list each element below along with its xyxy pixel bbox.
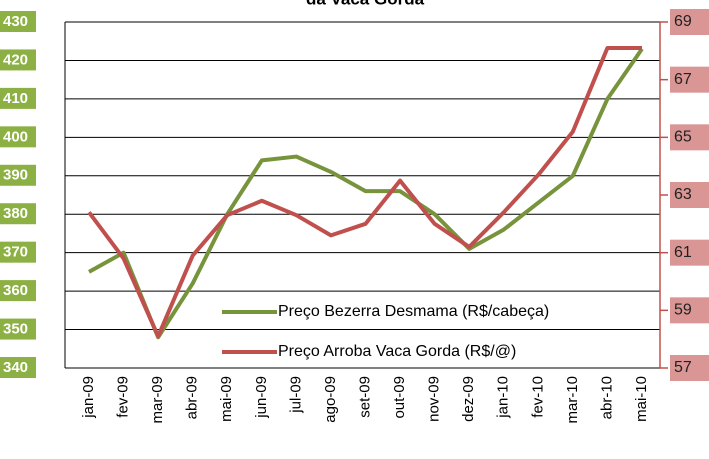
y-tick-label: 390 — [3, 167, 28, 184]
y-tick-box — [0, 11, 36, 32]
y-tick-label: 410 — [3, 90, 28, 107]
y2-tick-box — [670, 9, 709, 35]
legend-label: Preço Arroba Vaca Gorda (R$/@) — [278, 343, 516, 360]
y2-tick-box — [670, 66, 709, 93]
x-tick-label: abr-09 — [184, 376, 201, 419]
x-tick-label: ago-09 — [322, 376, 339, 423]
y-tick-label: 400 — [3, 128, 28, 145]
x-tick-label: dez-09 — [460, 376, 477, 422]
x-tick-label: fev-09 — [115, 376, 132, 418]
x-tick-label: mai-10 — [633, 376, 650, 422]
series-line — [87, 45, 642, 339]
y-tick-label: 420 — [3, 51, 28, 68]
y-tick-label: 360 — [3, 282, 28, 299]
y2-tick-label: 63 — [674, 186, 692, 203]
y2-tick-box — [670, 239, 709, 266]
x-tick-label: jan-09 — [80, 376, 97, 419]
chart-title: da Vaca Gorda — [306, 0, 425, 8]
x-tick-label: jun-09 — [253, 376, 270, 419]
legend-label: Preço Bezerra Desmama (R$/cabeça) — [278, 303, 549, 320]
y2-tick-label: 57 — [674, 359, 692, 376]
y-tick-label: 340 — [3, 359, 28, 376]
y2-tick-label: 69 — [674, 13, 692, 30]
x-tick-label: mai-09 — [218, 376, 235, 422]
y2-tick-label: 67 — [674, 71, 692, 88]
y-tick-box — [0, 280, 36, 302]
y-tick-box — [0, 164, 36, 186]
y2-tick-box — [670, 297, 709, 324]
y-tick-box — [0, 49, 36, 71]
x-tick-label: jul-09 — [287, 376, 304, 414]
y-tick-box — [0, 318, 36, 340]
y2-tick-label: 61 — [674, 244, 692, 261]
y2-tick-box — [670, 182, 709, 208]
x-tick-label: jan-10 — [495, 376, 512, 419]
y2-tick-box — [670, 124, 709, 151]
x-tick-label: mar-09 — [149, 376, 166, 424]
series-line — [88, 47, 644, 340]
y-tick-box — [0, 126, 36, 148]
y-tick-label: 350 — [3, 321, 28, 338]
x-tick-label: nov-09 — [426, 376, 443, 422]
y-tick-box — [0, 203, 36, 225]
y-tick-box — [0, 87, 36, 109]
y-tick-box — [0, 357, 36, 378]
x-tick-label: abr-10 — [598, 376, 615, 419]
x-tick-label: fev-10 — [529, 376, 546, 418]
y-tick-box — [0, 241, 36, 263]
x-tick-label: mar-10 — [564, 376, 581, 424]
x-tick-label: set-09 — [356, 376, 373, 418]
y-tick-label: 430 — [3, 13, 28, 30]
y-tick-label: 380 — [3, 205, 28, 222]
y2-tick-box — [670, 355, 709, 381]
x-tick-label: out-09 — [391, 376, 408, 419]
y2-tick-label: 59 — [674, 302, 692, 319]
y2-tick-label: 65 — [674, 129, 692, 146]
y-tick-label: 370 — [3, 244, 28, 261]
